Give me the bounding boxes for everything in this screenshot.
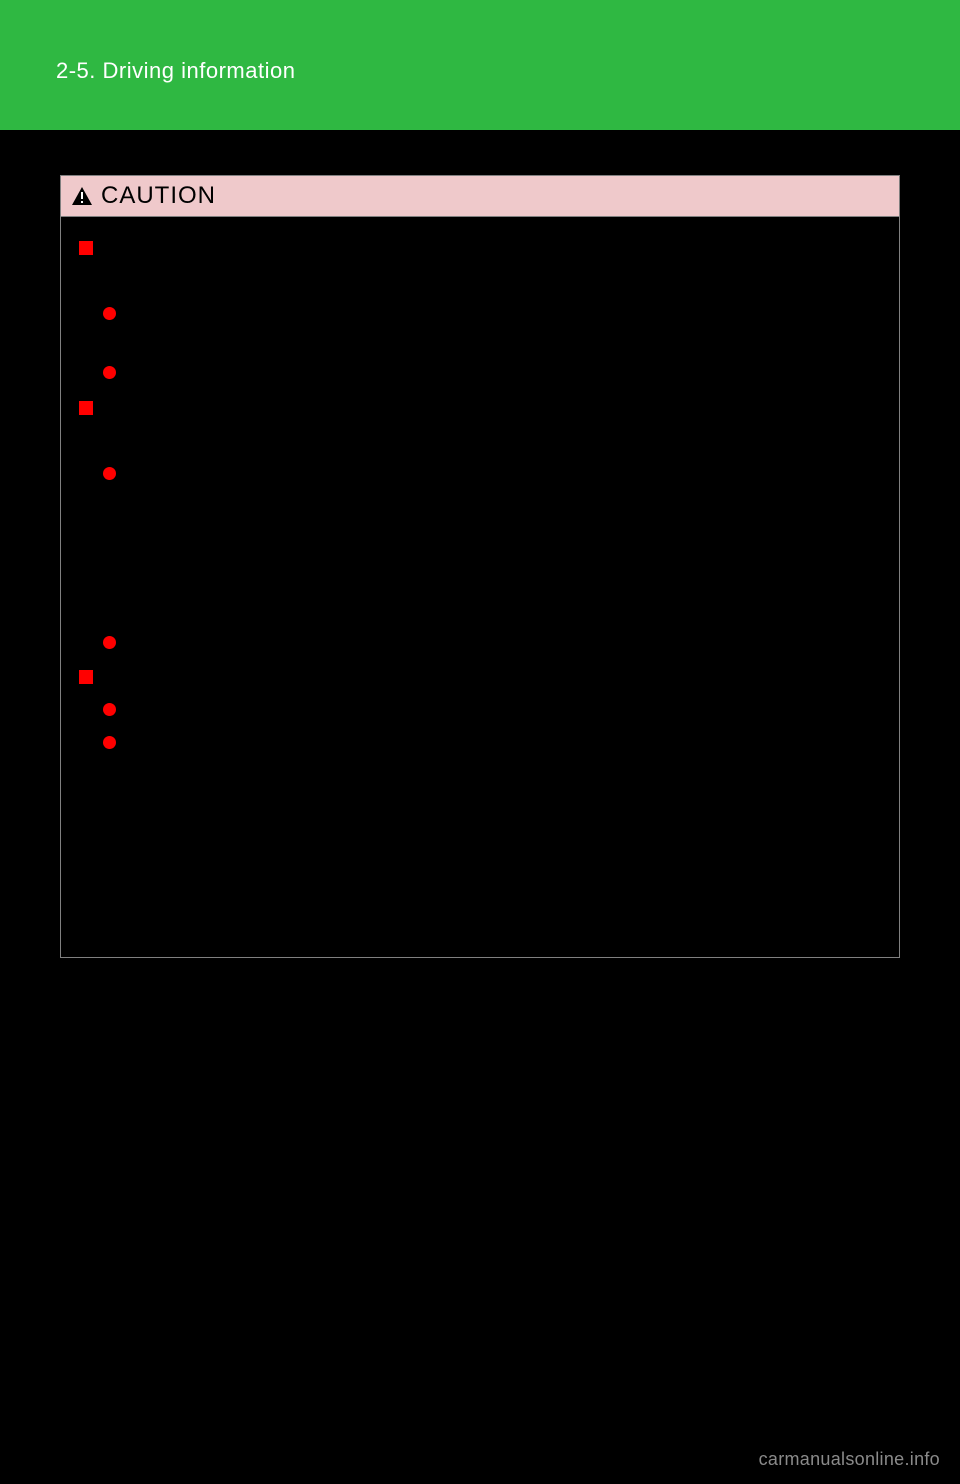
section-title-text: Driving information [103, 58, 296, 83]
bullet-item: Do not drive in excess of the speed limi… [103, 302, 881, 353]
caution-header: CAUTION [61, 176, 899, 217]
red-square-icon [79, 401, 93, 415]
section-para: Failure to do so may result in a loss of… [103, 428, 881, 454]
section-heading: Caution while driving [79, 397, 881, 423]
bullet-item: This is because the removal and attachme… [103, 731, 881, 782]
red-dot-icon [103, 366, 116, 379]
caution-box: CAUTION When installing tire chains Fail… [60, 175, 900, 958]
caution-section: Repairing or replacing snow tires Reques… [79, 666, 881, 782]
red-dot-icon [103, 636, 116, 649]
bullet-text: This is because the removal and attachme… [126, 731, 881, 782]
red-dot-icon [103, 307, 116, 320]
bullet-item: Avoid driving on bumpy road surfaces or … [103, 361, 881, 387]
red-dot-icon [103, 467, 116, 480]
header-band: 2-5. Driving information [0, 0, 960, 130]
bullet-text: Request repairs or replacement of snow t… [126, 698, 881, 724]
red-dot-icon [103, 736, 116, 749]
section-number: 2-5. [56, 58, 96, 83]
bullet-text: Avoid sudden steering, acceleration or b… [126, 462, 881, 488]
bullet-text: Avoid driving on bumpy road surfaces or … [126, 361, 881, 387]
bullet-text: Do not use the cruise control when drivi… [126, 631, 881, 657]
red-square-icon [79, 670, 93, 684]
section-para: Failure to do so may result in death or … [103, 269, 881, 295]
caution-label: CAUTION [101, 182, 216, 210]
bullet-text: Do not drive in excess of the speed limi… [126, 302, 881, 353]
red-square-icon [79, 241, 93, 255]
heading-text: Repairing or replacing snow tires [103, 666, 351, 692]
caution-section: When installing tire chains Failure to d… [79, 237, 881, 387]
section-heading: Repairing or replacing snow tires [79, 666, 881, 692]
red-dot-icon [103, 703, 116, 716]
caution-body: When installing tire chains Failure to d… [61, 217, 899, 957]
sub-para: Doing so may result in a loss of vehicle… [126, 495, 881, 623]
bullet-item: Avoid sudden steering, acceleration or b… [103, 462, 881, 488]
bullet-item: Do not use the cruise control when drivi… [103, 631, 881, 657]
section-heading: When installing tire chains [79, 237, 881, 263]
heading-text: When installing tire chains [103, 237, 300, 263]
heading-text: Caution while driving [103, 397, 260, 423]
watermark: carmanualsonline.info [759, 1449, 940, 1470]
section-header: 2-5. Driving information [56, 58, 295, 84]
warning-icon [71, 186, 93, 206]
bullet-item: Request repairs or replacement of snow t… [103, 698, 881, 724]
caution-section: Caution while driving Failure to do so m… [79, 397, 881, 657]
